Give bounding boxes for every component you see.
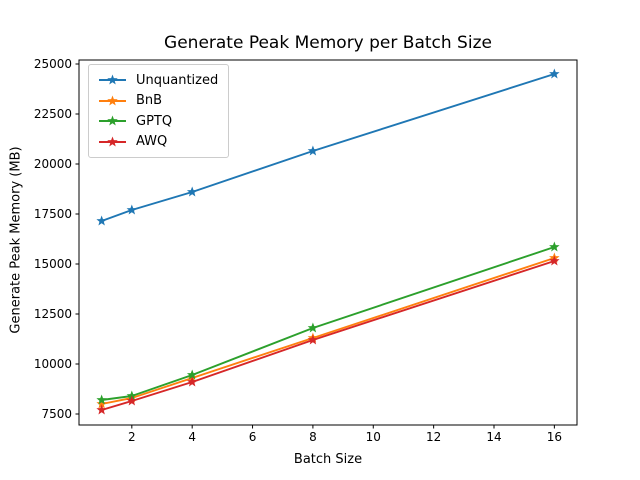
marker-unquantized-batch-16 — [549, 68, 560, 79]
y-tick-label-12500: 12500 — [34, 307, 72, 321]
legend-item-unquantized: Unquantized — [98, 70, 224, 91]
y-tick-label-7500: 7500 — [41, 407, 72, 421]
x-axis-label: Batch Size — [293, 452, 363, 467]
y-tick-label-15000: 15000 — [34, 257, 72, 271]
marker-unquantized-batch-1 — [96, 215, 107, 226]
marker-awq-batch-4 — [186, 376, 198, 387]
marker-gptq-batch-2 — [126, 390, 138, 401]
marker-awq-batch-16 — [549, 255, 560, 266]
legend-label-awq: AWQ — [136, 134, 168, 150]
legend-awq-star-marker-icon — [99, 136, 126, 147]
legend-unquantized-star-marker-icon — [99, 74, 126, 85]
marker-awq-batch-1 — [96, 404, 107, 415]
y-tick-label-20000: 20000 — [34, 157, 72, 171]
legend: Unquantized BnB GPTQ AWQ — [88, 64, 229, 158]
y-tick-label-10000: 10000 — [34, 357, 72, 371]
x-tick-label-16: 16 — [547, 430, 562, 444]
x-tick-label-2: 2 — [128, 430, 136, 444]
chart-title: Generate Peak Memory per Batch Size — [164, 33, 492, 53]
x-tick-label-10: 10 — [366, 430, 381, 444]
legend-label-unquantized: Unquantized — [136, 72, 219, 88]
marker-unquantized-batch-2 — [126, 204, 138, 215]
y-tick-label-17500: 17500 — [34, 207, 72, 221]
legend-label-gptq: GPTQ — [136, 113, 173, 129]
marker-unquantized-batch-4 — [186, 186, 198, 197]
series-line-gptq — [101, 246, 555, 401]
legend-gptq-star-marker-icon — [99, 115, 126, 126]
legend-bnb-star-marker-icon — [99, 95, 126, 106]
x-tick-label-4: 4 — [188, 430, 196, 444]
plot-frame — [78, 59, 578, 426]
marker-gptq-batch-1 — [96, 394, 107, 405]
legend-item-gptq: GPTQ — [98, 111, 224, 132]
marker-awq-batch-2 — [126, 395, 138, 406]
x-tick-label-6: 6 — [249, 430, 257, 444]
legend-item-awq: AWQ — [98, 132, 224, 153]
marker-awq-batch-8 — [307, 334, 319, 345]
marker-gptq-batch-16 — [549, 241, 560, 252]
y-tick-label-22500: 22500 — [34, 107, 72, 121]
x-tick-label-8: 8 — [309, 430, 317, 444]
series-line-awq — [101, 260, 555, 411]
legend-item-bnb: BnB — [98, 91, 224, 112]
y-tick-label-25000: 25000 — [34, 57, 72, 71]
legend-label-bnb: BnB — [136, 93, 163, 109]
x-tick-label-12: 12 — [426, 430, 441, 444]
marker-gptq-batch-4 — [186, 369, 198, 380]
marker-bnb-batch-1 — [96, 398, 107, 409]
marker-unquantized-batch-8 — [307, 145, 319, 156]
marker-gptq-batch-8 — [307, 322, 319, 333]
y-axis-label: Generate Peak Memory (MB) — [8, 146, 24, 334]
x-tick-label-14: 14 — [486, 430, 501, 444]
